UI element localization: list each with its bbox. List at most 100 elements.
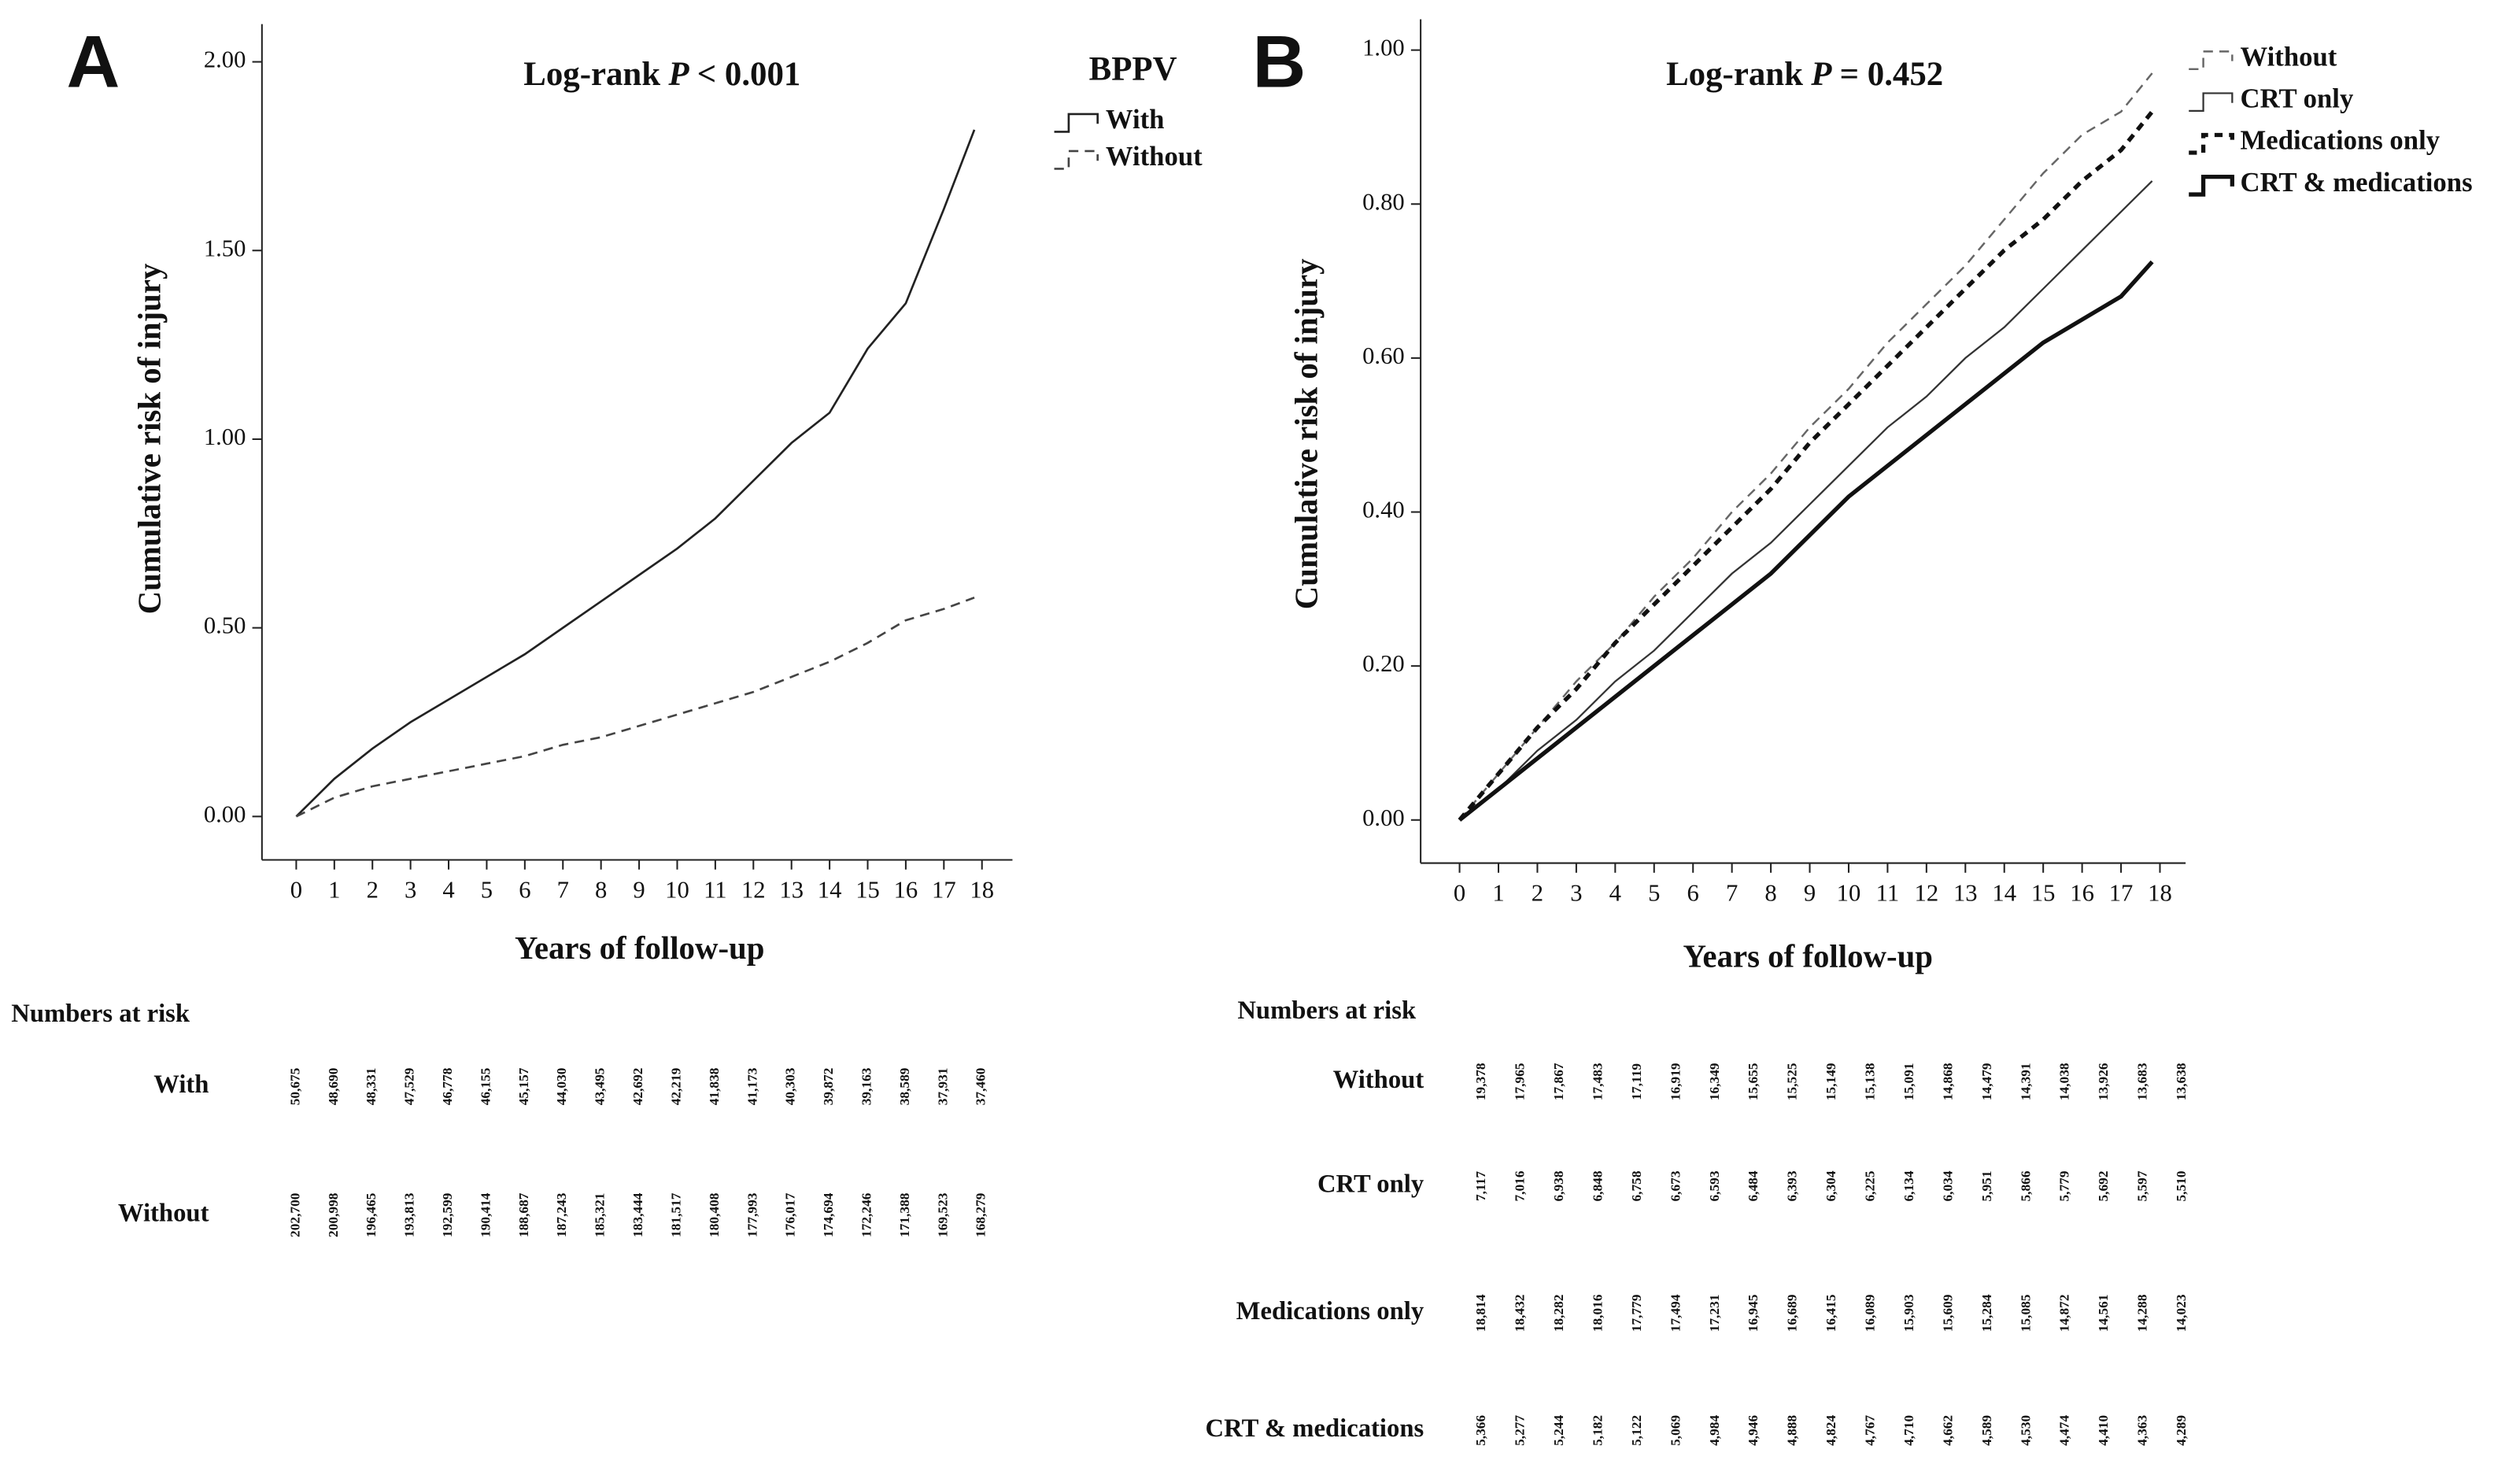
risk-number: 4,363 bbox=[2135, 1415, 2150, 1446]
legend-swatch bbox=[1054, 113, 1099, 133]
risk-number: 5,510 bbox=[2174, 1170, 2189, 1201]
y-axis-title: Cumulative risk of injury bbox=[1289, 258, 1325, 609]
risk-number: 17,231 bbox=[1707, 1294, 1722, 1332]
legend-swatch bbox=[2189, 50, 2234, 71]
x-tick-label: 11 bbox=[1876, 879, 1900, 906]
x-axis-title: Years of follow-up bbox=[515, 930, 765, 966]
risk-table-title: Numbers at risk bbox=[1237, 996, 1417, 1025]
x-tick-label: 1 bbox=[1492, 879, 1504, 906]
risk-number: 15,149 bbox=[1823, 1063, 1838, 1100]
risk-number: 15,525 bbox=[1785, 1063, 1800, 1100]
x-tick-label: 10 bbox=[1837, 879, 1861, 906]
x-tick-label: 10 bbox=[665, 876, 689, 903]
risk-number: 4,767 bbox=[1863, 1415, 1878, 1446]
risk-number: 17,119 bbox=[1629, 1063, 1644, 1100]
risk-number: 5,277 bbox=[1513, 1415, 1528, 1446]
risk-number: 169,523 bbox=[935, 1192, 950, 1237]
risk-number: 16,919 bbox=[1668, 1063, 1683, 1100]
legend-label: With bbox=[1106, 104, 1165, 135]
y-tick-label: 0.40 bbox=[1362, 497, 1405, 523]
x-tick-label: 8 bbox=[1764, 879, 1776, 906]
y-tick-label: 0.80 bbox=[1362, 188, 1405, 215]
title-part: = 0.452 bbox=[1840, 56, 1944, 93]
risk-number: 6,758 bbox=[1629, 1170, 1644, 1201]
risk-number: 18,432 bbox=[1513, 1294, 1528, 1332]
risk-number: 17,494 bbox=[1668, 1294, 1683, 1332]
survival-curve bbox=[1458, 180, 2153, 821]
risk-number: 18,016 bbox=[1590, 1294, 1605, 1332]
risk-number: 5,122 bbox=[1629, 1415, 1644, 1446]
risk-number: 15,655 bbox=[1746, 1063, 1761, 1100]
risk-number: 13,638 bbox=[2174, 1063, 2189, 1100]
risk-number: 6,593 bbox=[1707, 1170, 1722, 1201]
risk-number: 202,700 bbox=[287, 1192, 302, 1237]
risk-number: 6,134 bbox=[1901, 1170, 1916, 1201]
risk-number: 14,479 bbox=[1979, 1063, 1994, 1100]
risk-number: 4,662 bbox=[1940, 1415, 1955, 1446]
x-tick-label: 0 bbox=[290, 876, 302, 903]
x-tick-label: 15 bbox=[855, 876, 880, 903]
risk-number: 5,866 bbox=[2018, 1170, 2033, 1201]
risk-number: 4,888 bbox=[1785, 1415, 1800, 1446]
risk-number: 196,465 bbox=[364, 1192, 379, 1237]
risk-number: 4,946 bbox=[1746, 1415, 1761, 1446]
risk-number: 174,694 bbox=[821, 1192, 836, 1237]
risk-number: 4,410 bbox=[2096, 1415, 2111, 1446]
risk-number: 6,393 bbox=[1785, 1170, 1800, 1201]
x-tick-label: 14 bbox=[1992, 879, 2016, 906]
x-tick-label: 7 bbox=[557, 876, 569, 903]
x-tick-label: 5 bbox=[1648, 879, 1660, 906]
title-part: Log-rank bbox=[523, 56, 660, 93]
risk-number: 5,182 bbox=[1590, 1415, 1605, 1446]
risk-number: 187,243 bbox=[554, 1192, 569, 1237]
x-tick-label: 13 bbox=[1953, 879, 1978, 906]
risk-number: 6,225 bbox=[1863, 1170, 1878, 1201]
risk-number: 5,692 bbox=[2096, 1170, 2111, 1201]
title-part: P bbox=[667, 56, 689, 93]
y-tick-label: 0.50 bbox=[204, 612, 246, 639]
x-tick-label: 12 bbox=[1915, 879, 1939, 906]
risk-number: 176,017 bbox=[783, 1192, 798, 1237]
x-tick-label: 8 bbox=[595, 876, 607, 903]
x-tick-label: 0 bbox=[1454, 879, 1465, 906]
risk-number: 37,460 bbox=[974, 1067, 988, 1105]
chart-title: Log-rank P = 0.452 bbox=[1666, 56, 1943, 93]
risk-number: 41,173 bbox=[745, 1067, 759, 1105]
risk-number: 4,984 bbox=[1707, 1415, 1722, 1446]
risk-number: 200,998 bbox=[326, 1192, 341, 1237]
risk-number: 48,690 bbox=[326, 1067, 341, 1105]
x-tick-label: 14 bbox=[818, 876, 842, 903]
title-part: P bbox=[1810, 56, 1832, 93]
risk-number: 7,016 bbox=[1513, 1170, 1528, 1201]
risk-number: 16,089 bbox=[1863, 1294, 1878, 1332]
risk-row-name: With bbox=[153, 1070, 209, 1099]
legend-label: Medications only bbox=[2241, 125, 2441, 156]
risk-number: 18,814 bbox=[1473, 1294, 1488, 1332]
legend-swatch bbox=[2189, 132, 2234, 155]
risk-number: 15,138 bbox=[1863, 1063, 1878, 1100]
risk-number: 192,599 bbox=[440, 1192, 455, 1237]
risk-number: 44,030 bbox=[554, 1067, 569, 1105]
risk-number: 4,474 bbox=[2057, 1415, 2072, 1446]
risk-number: 14,391 bbox=[2018, 1063, 2033, 1100]
x-tick-label: 4 bbox=[442, 876, 454, 903]
risk-number: 17,779 bbox=[1629, 1294, 1644, 1332]
risk-number: 13,683 bbox=[2135, 1063, 2150, 1100]
panel-label: B bbox=[1253, 20, 1306, 103]
risk-number: 4,824 bbox=[1823, 1415, 1838, 1446]
risk-number: 4,530 bbox=[2018, 1415, 2033, 1446]
risk-number: 6,484 bbox=[1746, 1170, 1761, 1201]
x-tick-label: 16 bbox=[2070, 879, 2094, 906]
legend-label: CRT & medications bbox=[2241, 167, 2473, 198]
x-tick-label: 17 bbox=[2109, 879, 2134, 906]
risk-number: 5,951 bbox=[1979, 1170, 1994, 1201]
y-tick-label: 1.00 bbox=[1362, 35, 1405, 61]
risk-number: 6,938 bbox=[1551, 1170, 1566, 1201]
risk-row-name: Without bbox=[118, 1199, 209, 1227]
x-tick-label: 15 bbox=[2031, 879, 2056, 906]
risk-number: 185,321 bbox=[593, 1193, 608, 1237]
x-tick-label: 2 bbox=[367, 876, 379, 903]
x-tick-label: 5 bbox=[481, 876, 493, 903]
risk-number: 4,289 bbox=[2174, 1415, 2189, 1446]
